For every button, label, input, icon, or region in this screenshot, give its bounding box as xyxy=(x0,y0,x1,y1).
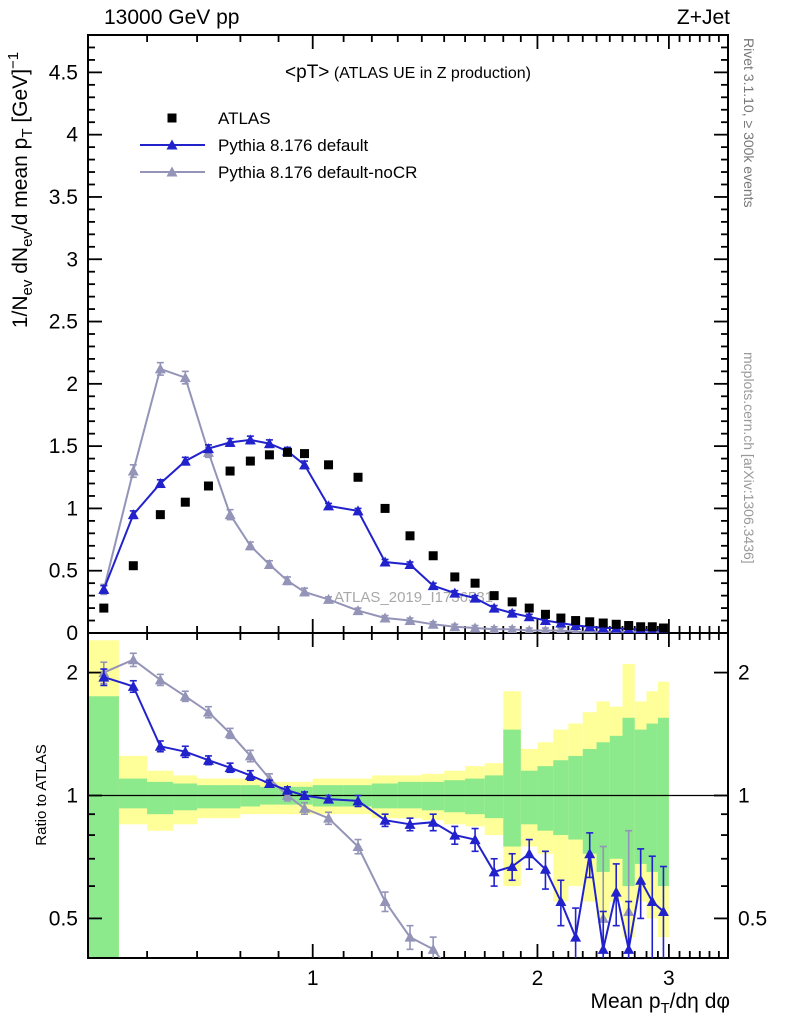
svg-text:2: 2 xyxy=(66,373,78,396)
main-panel-series xyxy=(98,361,668,633)
svg-text:Pythia 8.176 default: Pythia 8.176 default xyxy=(218,136,369,155)
ratio-panel-series xyxy=(98,652,669,958)
x-axis-title: Mean pT/dη dφ xyxy=(590,990,730,1017)
svg-text:Pythia 8.176 default-noCR: Pythia 8.176 default-noCR xyxy=(218,163,417,182)
svg-text:2: 2 xyxy=(66,662,78,685)
svg-text:1: 1 xyxy=(66,785,78,808)
main-y-axis-title: 1/Nev dNev/d mean pT [GeV]−1 xyxy=(5,52,36,328)
uncertainty-bands xyxy=(88,640,669,958)
svg-text:1.5: 1.5 xyxy=(49,435,78,458)
svg-text:3.5: 3.5 xyxy=(49,186,78,209)
ratio-y-axis-title: Ratio to ATLAS xyxy=(33,744,50,845)
svg-text:2.5: 2.5 xyxy=(49,311,78,334)
svg-text:0: 0 xyxy=(66,622,78,645)
mcplots-reference-label: mcplots.cern.ch [arXiv:1306.3436] xyxy=(741,352,757,564)
axes-and-ticks: 1 2 3 0 0.5 1 1.5 2 2.5 3 3.5 4 4.5 0.5 0.5 1 1 2 2 xyxy=(49,34,767,990)
svg-text:4.5: 4.5 xyxy=(49,61,78,84)
svg-text:ATLAS: ATLAS xyxy=(218,109,271,128)
legend: ATLAS Pythia 8.176 default Pythia 8.176 de… xyxy=(140,109,417,182)
svg-text:1: 1 xyxy=(66,497,78,520)
svg-text:0.5: 0.5 xyxy=(49,907,78,930)
beam-energy-label: 13000 GeV pp xyxy=(104,6,239,29)
process-label: Z+Jet xyxy=(677,6,730,29)
plot-title: <pT> (ATLAS UE in Z production) xyxy=(285,62,531,83)
rivet-version-label: Rivet 3.1.10, ≥ 300k events xyxy=(741,38,757,208)
svg-text:2: 2 xyxy=(532,967,544,990)
svg-text:1: 1 xyxy=(738,785,750,808)
svg-text:3: 3 xyxy=(663,967,675,990)
svg-text:2: 2 xyxy=(738,662,750,685)
svg-text:4: 4 xyxy=(66,124,78,147)
svg-text:0.5: 0.5 xyxy=(738,907,767,930)
svg-text:0.5: 0.5 xyxy=(49,560,78,583)
svg-text:1: 1 xyxy=(307,967,319,990)
svg-text:3: 3 xyxy=(66,248,78,271)
